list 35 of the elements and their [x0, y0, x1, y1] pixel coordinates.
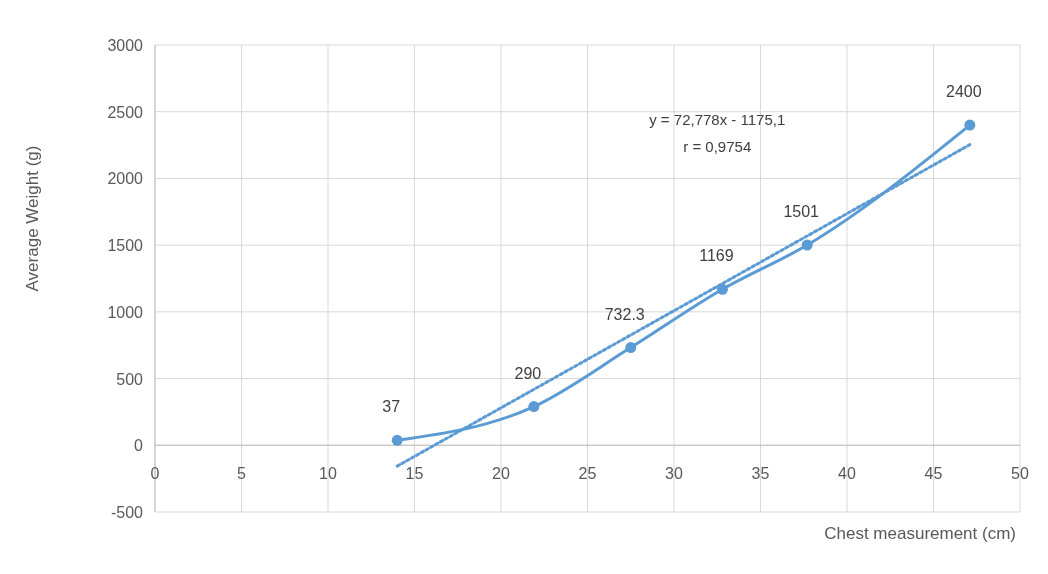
x-tick-label: 45: [924, 465, 943, 483]
y-tick-label: 2500: [107, 103, 144, 121]
point: [801, 239, 813, 251]
point: [964, 119, 976, 131]
x-tick-label: 40: [838, 465, 856, 483]
y-axis-title: Average Weight (g): [23, 145, 42, 292]
y-tick-label: 1000: [107, 303, 144, 321]
y-tick-label: 2000: [107, 170, 144, 188]
x-tick-label: 5: [237, 465, 247, 483]
data-label: 1501: [783, 203, 820, 221]
data-label: 37: [382, 398, 401, 416]
y-tick-label: 500: [116, 370, 144, 388]
point: [391, 434, 403, 446]
x-tick-label: 25: [578, 465, 597, 483]
data-label: 732.3: [604, 305, 645, 323]
point: [625, 342, 637, 354]
data-label: 2400: [946, 83, 982, 101]
x-tick-label: 20: [492, 465, 510, 483]
annotation: r = 0,9754: [683, 138, 752, 156]
y-tick-label: 1500: [107, 237, 144, 255]
y-tick-label: -500: [110, 504, 144, 521]
x-tick-label: 15: [405, 465, 424, 483]
x-tick-label: 10: [319, 465, 337, 483]
x-tick-label: 30: [665, 465, 683, 483]
point: [528, 401, 540, 413]
data-label: 1169: [699, 247, 734, 265]
data-label: 290: [514, 364, 542, 382]
x-axis-title: Chest measurement (cm): [824, 524, 1016, 543]
annotation: y = 72,778x - 1175,1: [649, 111, 786, 129]
x-tick-label: 35: [751, 465, 770, 483]
x-tick-label: 0: [150, 465, 160, 483]
y-tick-label: 0: [134, 437, 144, 455]
x-tick-label: 50: [1011, 465, 1029, 483]
point: [716, 283, 728, 295]
y-tick-label: 3000: [107, 37, 144, 54]
